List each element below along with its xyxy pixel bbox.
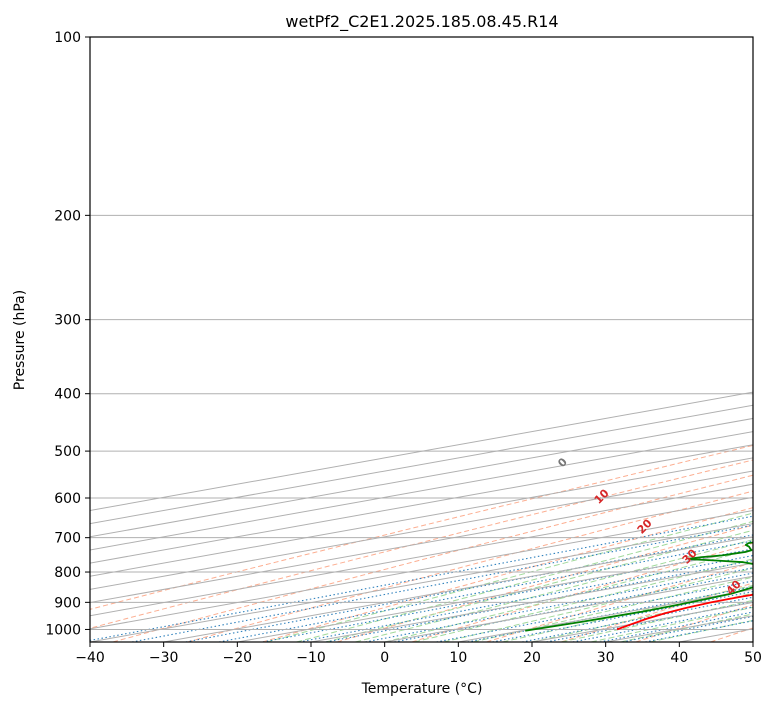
x-tick-label: 0: [380, 650, 389, 666]
isotherm-gridline: [90, 470, 753, 590]
x-tick-label: −30: [149, 650, 179, 666]
y-tick-label: 1000: [45, 622, 81, 638]
y-tick-label: 500: [54, 444, 81, 460]
moist-adiabat-line: [266, 512, 753, 642]
plot-background: [90, 37, 753, 642]
x-tick-label: 30: [597, 650, 615, 666]
plot-frame: [89, 36, 754, 643]
x-tick-label: 50: [744, 650, 762, 666]
y-tick-label: 200: [54, 208, 81, 224]
grid-lines: [90, 37, 753, 642]
moist-adiabat-line: [502, 584, 753, 642]
isotherm-gridline: [163, 536, 753, 642]
y-tick-label: 100: [54, 30, 81, 46]
isotherm-gridline: [90, 444, 753, 564]
isotherm-gridline: [90, 523, 753, 642]
y-tick-label: 800: [54, 565, 81, 581]
series-lines: [525, 541, 753, 632]
mixing-ratio-line: [90, 515, 753, 641]
mixing-ratio-line: [325, 559, 753, 642]
moist-adiabat-line: [384, 548, 753, 642]
dry-adiabat-line: [90, 444, 753, 610]
isotherm-gridline: [90, 509, 753, 630]
y-tick-label: 300: [54, 313, 81, 329]
y-tick-label: 400: [54, 387, 81, 403]
dry-adiabat-line: [90, 459, 753, 629]
x-tick-label: −40: [75, 650, 105, 666]
mixing-ratio-line: [218, 540, 753, 642]
isotherm-gridline: [90, 496, 753, 617]
isotherm-gridline: [90, 457, 753, 577]
chart-title: wetPf2_C2E1.2025.185.08.45.R14: [285, 12, 558, 32]
y-axis-ticks: 1000 900 800 700 600 500 400 300 200 100: [45, 30, 90, 638]
mixing-ratio-line: [436, 580, 753, 642]
x-axis-label: Temperature (°C): [361, 681, 483, 697]
x-tick-label: 20: [523, 650, 541, 666]
x-tick-label: −10: [296, 650, 326, 666]
isotherm-gridline: [90, 483, 753, 604]
dry-adiabat-line: [262, 507, 753, 642]
dewpoint-profile-line: [525, 541, 753, 632]
y-axis-label: Pressure (hPa): [12, 290, 28, 390]
moist-adiabat-line: [355, 539, 753, 642]
isotherm-gridline: [90, 431, 753, 551]
x-tick-label: −20: [223, 650, 253, 666]
y-tick-label: 600: [54, 491, 81, 507]
x-tick-label: 40: [670, 650, 688, 666]
dry-adiabat-line: [486, 562, 753, 642]
x-tick-label: 10: [449, 650, 467, 666]
y-tick-label: 900: [54, 595, 81, 611]
moist-adiabat-line: [296, 520, 753, 642]
y-tick-label: 700: [54, 531, 81, 547]
mixing-ratio-line: [365, 567, 753, 642]
x-axis-ticks: −40 −30 −20 −10 0 10 20 30 40 50: [75, 642, 762, 666]
dry-adiabat-line: [112, 474, 753, 642]
